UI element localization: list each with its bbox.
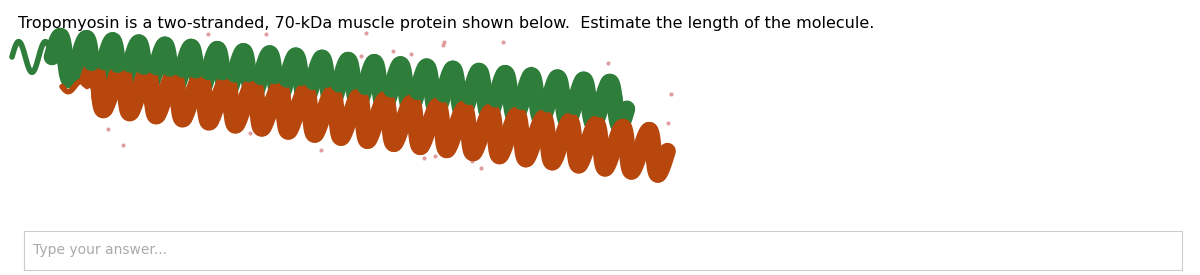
Point [462, 159, 481, 163]
Point [356, 31, 376, 35]
Point [415, 156, 434, 161]
Point [384, 48, 403, 53]
Point [598, 60, 617, 65]
Point [198, 32, 217, 36]
Point [352, 54, 371, 58]
Point [401, 52, 420, 57]
Point [425, 153, 444, 158]
Text: Type your answer...: Type your answer... [34, 243, 167, 257]
Text: Tropomyosin is a two-stranded, 70-kDa muscle protein shown below.  Estimate the : Tropomyosin is a two-stranded, 70-kDa mu… [18, 16, 875, 31]
Point [257, 32, 276, 36]
Point [522, 66, 541, 71]
Point [98, 127, 118, 131]
Point [493, 40, 512, 44]
Point [433, 43, 452, 47]
Point [434, 40, 454, 44]
Point [472, 166, 491, 170]
Point [240, 130, 259, 135]
Point [661, 92, 680, 96]
Point [659, 121, 678, 125]
Point [312, 148, 331, 152]
Point [113, 142, 132, 147]
